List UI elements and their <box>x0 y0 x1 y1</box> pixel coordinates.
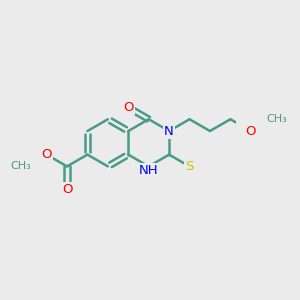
Text: N: N <box>164 124 174 137</box>
Text: O: O <box>62 184 72 196</box>
Text: CH₃: CH₃ <box>266 114 287 124</box>
Text: NH: NH <box>139 164 158 177</box>
Text: O: O <box>245 124 256 137</box>
Text: O: O <box>41 148 52 161</box>
Text: O: O <box>123 101 134 114</box>
Text: CH₃: CH₃ <box>11 161 32 171</box>
Text: S: S <box>185 160 194 173</box>
